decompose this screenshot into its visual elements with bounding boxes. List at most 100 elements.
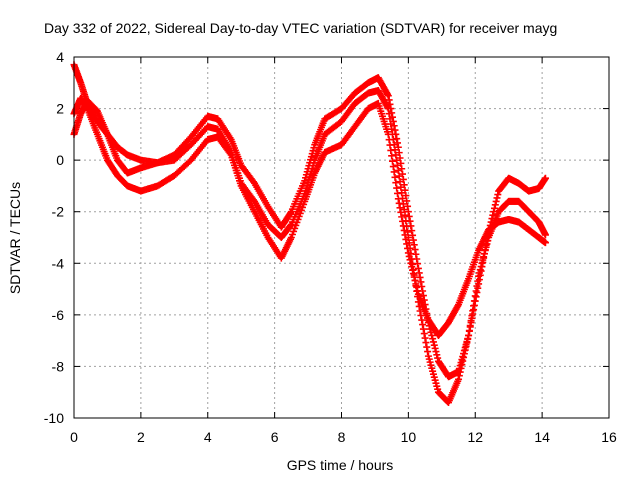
data-point — [464, 335, 472, 343]
data-point — [404, 202, 412, 210]
data-point — [399, 217, 407, 225]
series-2 — [70, 87, 549, 407]
data-point — [429, 338, 437, 346]
data-point — [393, 184, 401, 192]
plot-frame — [73, 56, 610, 419]
data-point — [396, 178, 404, 186]
data-point — [468, 312, 476, 320]
x-tick-label: 0 — [70, 429, 78, 445]
y-tick-label: 4 — [56, 49, 64, 65]
data-point — [413, 283, 421, 291]
data-point — [475, 272, 483, 280]
data-point — [383, 103, 391, 111]
data-point — [394, 166, 402, 174]
data-point — [462, 342, 470, 350]
x-tick-label: 4 — [204, 429, 212, 445]
data-point — [405, 212, 413, 220]
data-point — [541, 239, 549, 247]
data-point — [398, 213, 406, 221]
data-point — [414, 287, 422, 295]
y-tick-label: -10 — [44, 410, 64, 426]
data-point — [411, 276, 419, 284]
data-point — [404, 249, 412, 257]
data-point — [408, 227, 416, 235]
data-point — [492, 197, 500, 205]
data-point — [469, 307, 477, 315]
data-point — [415, 269, 423, 277]
data-point — [480, 250, 488, 258]
y-axis-label: SDTVAR / TECUs — [7, 182, 23, 294]
data-point — [418, 316, 426, 324]
data-point — [422, 339, 430, 347]
data-point — [405, 252, 413, 260]
data-point — [433, 351, 441, 359]
data-point — [494, 191, 502, 199]
data-point — [385, 96, 393, 104]
data-point — [408, 263, 416, 271]
data-point — [465, 331, 473, 339]
data-point — [541, 231, 549, 239]
y-tick-label: -8 — [52, 358, 65, 374]
data-point — [455, 375, 463, 383]
data-point — [458, 361, 466, 369]
y-tick-label: -2 — [52, 204, 65, 220]
data-point — [428, 331, 436, 339]
data-point — [395, 199, 403, 207]
data-point — [414, 264, 422, 272]
data-point — [385, 136, 393, 144]
data-point — [421, 334, 429, 342]
data-point — [431, 344, 439, 352]
data-point — [490, 204, 498, 212]
data-point — [410, 273, 418, 281]
data-point — [395, 172, 403, 180]
data-point — [419, 321, 427, 329]
data-point — [386, 141, 394, 149]
y-tick-label: -6 — [52, 307, 65, 323]
data-point — [399, 222, 407, 230]
data-point — [404, 244, 412, 252]
data-point — [391, 173, 399, 181]
data-point — [470, 302, 478, 310]
y-tick-label: 0 — [56, 152, 64, 168]
data-point — [465, 327, 473, 335]
data-point — [401, 231, 409, 239]
data-point — [420, 330, 428, 338]
data-point — [404, 208, 412, 216]
data-point — [386, 115, 394, 123]
data-point — [456, 368, 464, 376]
data-point — [391, 126, 399, 134]
data-point — [387, 120, 395, 128]
data-point — [460, 350, 468, 358]
data-point — [457, 364, 465, 372]
data-point — [419, 325, 427, 333]
data-point — [397, 208, 405, 216]
data-point — [392, 179, 400, 187]
chart-title: Day 332 of 2022, Sidereal Day-to-day VTE… — [44, 20, 557, 36]
series-3 — [70, 94, 549, 339]
data-point — [466, 322, 474, 330]
data-point — [226, 149, 234, 157]
data-point — [416, 273, 424, 281]
data-point — [478, 259, 486, 267]
data-point — [491, 201, 499, 209]
x-tick-label: 6 — [271, 429, 279, 445]
data-point — [493, 194, 501, 202]
data-point — [393, 156, 401, 164]
data-point — [476, 266, 484, 274]
data-point — [402, 235, 410, 243]
data-point — [417, 278, 425, 286]
data-point — [432, 348, 440, 356]
data-point — [480, 253, 488, 261]
data-point — [385, 110, 393, 118]
data-point — [388, 157, 396, 165]
x-tick-label: 8 — [338, 429, 346, 445]
data-point — [389, 163, 397, 171]
x-tick-label: 10 — [401, 429, 417, 445]
data-point — [393, 135, 401, 143]
data-point — [387, 146, 395, 154]
data-point — [423, 343, 431, 351]
data-point — [482, 243, 490, 251]
data-point — [409, 236, 417, 244]
data-point — [388, 152, 396, 160]
